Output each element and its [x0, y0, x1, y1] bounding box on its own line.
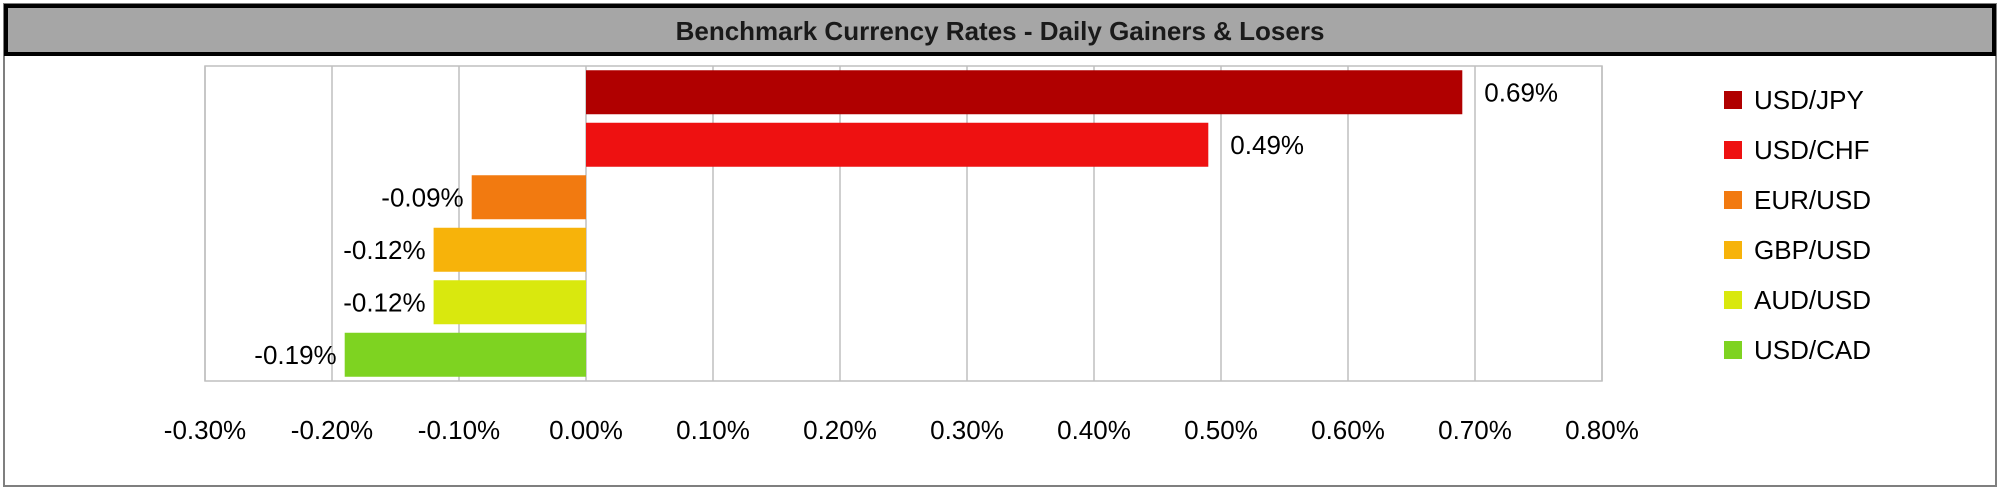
bar-usd-chf — [586, 122, 1209, 167]
data-label: -0.19% — [254, 340, 336, 370]
legend-label: USD/JPY — [1754, 85, 1864, 115]
x-tick-label: 0.10% — [676, 415, 750, 445]
legend-swatch — [1724, 241, 1742, 259]
x-tick-label: 0.50% — [1184, 415, 1258, 445]
x-tick-label: 0.00% — [549, 415, 623, 445]
value-labels: 0.69%0.49%-0.09%-0.12%-0.12%-0.19% — [254, 77, 1558, 370]
legend-swatch — [1724, 291, 1742, 309]
x-tick-label: -0.10% — [418, 415, 500, 445]
x-tick-label: 0.70% — [1438, 415, 1512, 445]
legend-swatch — [1724, 91, 1742, 109]
data-label: 0.69% — [1484, 77, 1558, 107]
data-label: -0.12% — [343, 287, 425, 317]
x-tick-label: 0.20% — [803, 415, 877, 445]
bar-usd-cad — [344, 332, 586, 377]
title-bar — [4, 4, 1996, 56]
legend-label: USD/CHF — [1754, 135, 1870, 165]
bars — [344, 70, 1463, 377]
chart-title: Benchmark Currency Rates - Daily Gainers… — [676, 16, 1325, 46]
x-axis: -0.30% -0.20% -0.10% 0.00% 0.10% 0.20% 0.30% 0.… — [164, 415, 1639, 445]
bar-aud-usd — [433, 280, 586, 325]
x-tick-label: -0.20% — [291, 415, 373, 445]
bar-gbp-usd — [433, 227, 586, 272]
x-tick-label: 0.30% — [930, 415, 1004, 445]
legend: USD/JPY USD/CHF EUR/USD GBP/USD AUD/USD USD/C… — [1724, 85, 1871, 365]
legend-label: GBP/USD — [1754, 235, 1871, 265]
bar-eur-usd — [471, 175, 586, 220]
data-label: 0.49% — [1230, 130, 1304, 160]
data-label: -0.09% — [381, 182, 463, 212]
legend-swatch — [1724, 191, 1742, 209]
data-label: -0.12% — [343, 235, 425, 265]
x-tick-label: -0.30% — [164, 415, 246, 445]
legend-label: USD/CAD — [1754, 335, 1871, 365]
legend-label: AUD/USD — [1754, 285, 1871, 315]
gridlines — [204, 66, 1603, 381]
x-tick-label: 0.80% — [1565, 415, 1639, 445]
legend-swatch — [1724, 341, 1742, 359]
x-tick-label: 0.60% — [1311, 415, 1385, 445]
bar-usd-jpy — [586, 70, 1463, 115]
legend-label: EUR/USD — [1754, 185, 1871, 215]
legend-swatch — [1724, 141, 1742, 159]
x-tick-label: 0.40% — [1057, 415, 1131, 445]
